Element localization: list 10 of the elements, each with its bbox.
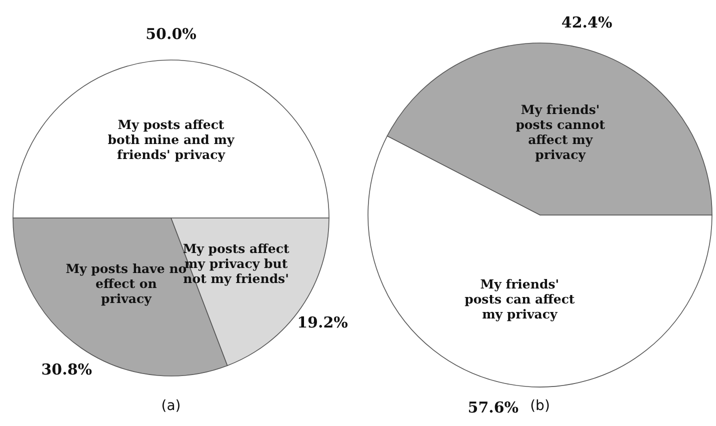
slice-label: My posts affect both mine and my friends' privacy	[108, 117, 235, 162]
data-label: 57.6%	[468, 398, 519, 416]
slice-label: My friends' posts can affect my privacy	[464, 276, 575, 322]
slice-label: My friends' posts cannot affect my privacy	[516, 102, 606, 162]
data-label: 19.2%	[297, 313, 348, 332]
text: (a)	[161, 398, 181, 414]
data-label: 42.4%	[561, 14, 612, 32]
data-label: 50.0%	[146, 25, 196, 43]
text: (b)	[530, 398, 550, 414]
data-label: 30.8%	[41, 360, 92, 379]
